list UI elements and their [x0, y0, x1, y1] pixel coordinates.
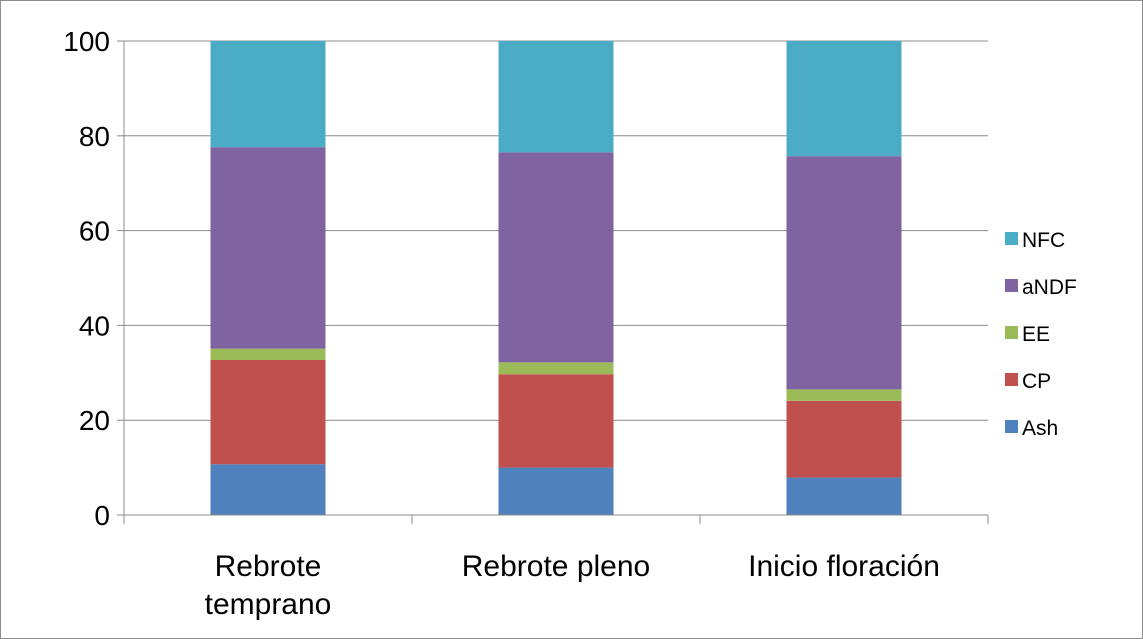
bar-segment-andf: [786, 156, 902, 390]
legend-label-andf: aNDF: [1022, 276, 1077, 299]
x-category-label: Rebrote pleno: [462, 550, 650, 583]
y-tick-label: 100: [63, 26, 110, 57]
bar-segment-andf: [210, 147, 326, 349]
y-tick-label: 0: [94, 500, 110, 531]
legend-label-ee: EE: [1022, 323, 1050, 346]
bar-segment-nfc: [498, 41, 614, 153]
x-category-label: Inicio floración: [748, 550, 940, 583]
y-tick-label: 40: [79, 310, 110, 341]
bar-segment-ash: [786, 477, 902, 515]
legend-swatch-nfc: [1005, 232, 1018, 245]
legend: NFC aNDF EE CP Ash: [1005, 229, 1077, 440]
legend-swatch-cp: [1005, 373, 1018, 386]
bars: [210, 41, 902, 515]
bar-segment-ee: [210, 348, 326, 361]
bar-segment-andf: [498, 152, 614, 363]
y-tick-label: 20: [79, 405, 110, 436]
x-category-label: temprano: [205, 588, 332, 621]
x-category-label: Rebrote: [215, 550, 322, 583]
bar-segment-nfc: [786, 41, 902, 157]
legend-swatch-ash: [1005, 420, 1018, 433]
bar-segment-cp: [786, 400, 902, 478]
bar-segment-cp: [210, 360, 326, 465]
bar-segment-ee: [786, 389, 902, 401]
bar-segment-ash: [210, 464, 326, 515]
legend-label-ash: Ash: [1022, 417, 1058, 440]
bar-segment-ee: [498, 362, 614, 375]
legend-swatch-ee: [1005, 326, 1018, 339]
legend-swatch-andf: [1005, 279, 1018, 292]
y-tick-label: 60: [79, 216, 110, 247]
bar-segment-ash: [498, 467, 614, 515]
legend-label-nfc: NFC: [1022, 229, 1065, 252]
bar-segment-cp: [498, 374, 614, 468]
y-tick-label: 80: [79, 121, 110, 152]
axes: 0 20 40 60 80 100 Rebrote temprano Rebrote pleno…: [63, 26, 989, 621]
bar-segment-nfc: [210, 41, 326, 148]
legend-label-cp: CP: [1022, 370, 1051, 393]
